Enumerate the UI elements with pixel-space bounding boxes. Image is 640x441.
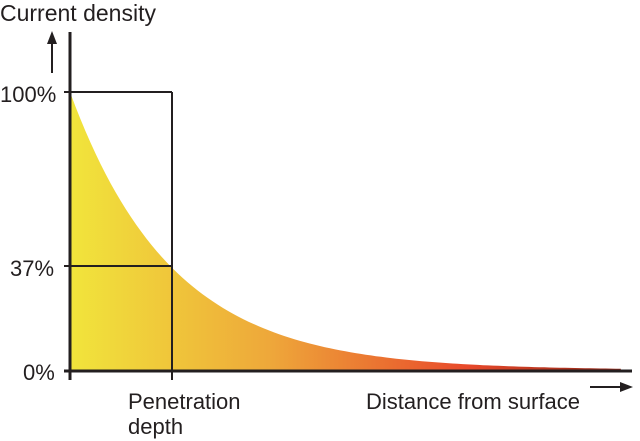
density-area xyxy=(70,92,621,370)
x-arrow-head-icon xyxy=(620,382,633,392)
x-axis-label: Distance from surface xyxy=(366,389,580,414)
y-tick-label-37: 37% xyxy=(10,256,55,281)
penetration-label-line2: depth xyxy=(128,414,184,439)
y-arrow-head-icon xyxy=(47,31,57,44)
y-tick-label-0: 0% xyxy=(23,360,55,385)
penetration-label-line1: Penetration xyxy=(128,389,241,414)
y-tick-label-100: 100% xyxy=(0,82,57,107)
y-axis-label: Current density xyxy=(0,0,156,26)
